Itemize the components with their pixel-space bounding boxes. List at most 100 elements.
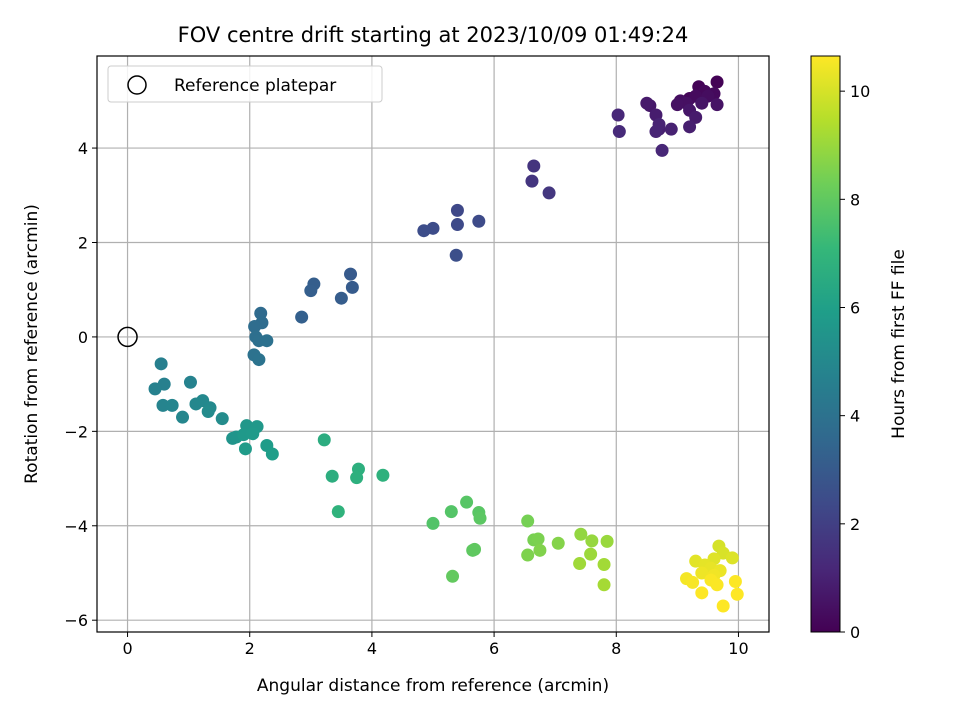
data-point: [710, 578, 724, 592]
x-tick-label: 0: [122, 639, 132, 658]
y-tick-label: 2: [78, 233, 88, 252]
data-point: [350, 471, 364, 485]
y-tick-label: 0: [78, 328, 88, 347]
data-point: [551, 536, 565, 550]
data-point: [611, 108, 625, 122]
data-point: [597, 578, 611, 592]
data-point: [376, 468, 390, 482]
data-point: [148, 382, 162, 396]
legend-box: [107, 65, 383, 103]
data-point: [156, 398, 170, 412]
data-point: [728, 574, 742, 588]
data-point: [527, 159, 541, 173]
data-point: [640, 96, 654, 110]
data-point: [472, 214, 486, 228]
data-point: [695, 96, 709, 110]
data-point: [600, 534, 614, 548]
data-point: [345, 280, 359, 294]
data-point: [655, 143, 669, 157]
x-tick-label: 10: [728, 639, 748, 658]
data-point: [450, 203, 464, 217]
reference-marker-layer: [117, 326, 138, 348]
data-point: [533, 543, 547, 557]
data-point: [450, 218, 464, 232]
colorbar-tick-label: 10: [850, 82, 870, 101]
data-point: [725, 551, 739, 565]
colorbar-tick-label: 0: [850, 623, 860, 642]
data-point: [325, 469, 339, 483]
colorbar-frame: [810, 55, 841, 633]
data-point: [670, 98, 684, 112]
data-point: [238, 442, 252, 456]
data-point: [154, 357, 168, 371]
data-point: [710, 98, 724, 112]
legend: Reference platepar: [107, 65, 383, 103]
grid: [97, 56, 769, 632]
y-tick-label: −6: [64, 611, 88, 630]
x-tick-label: 6: [489, 639, 499, 658]
legend-entry-reference: Reference platepar: [174, 76, 336, 96]
data-point: [334, 291, 348, 305]
colorbar-label: Hours from first FF file: [889, 249, 909, 439]
data-point: [254, 306, 268, 320]
data-point: [317, 433, 331, 447]
data-point: [716, 599, 730, 613]
data-point: [183, 375, 197, 389]
data-point: [446, 569, 460, 583]
data-point: [295, 310, 309, 324]
y-axis-label: Rotation from reference (arcmin): [22, 204, 42, 484]
y-tick-label: −2: [64, 422, 88, 441]
data-point: [521, 548, 535, 562]
data-point: [304, 284, 318, 298]
axis-ticks: 0 2 4 6 8 10 −6 −4 −2 0 2 4: [64, 139, 748, 658]
data-point: [649, 125, 663, 139]
legend-marker-reference: [127, 75, 147, 95]
y-tick-label: −4: [64, 517, 88, 536]
data-point: [584, 547, 598, 561]
data-point: [460, 495, 474, 509]
colorbar-gradient: [811, 56, 840, 632]
x-tick-label: 8: [611, 639, 621, 658]
data-point: [248, 320, 262, 334]
data-point: [542, 186, 556, 200]
data-point: [265, 447, 279, 461]
data-point: [574, 527, 588, 541]
data-point: [201, 405, 215, 419]
colorbar-tick-label: 8: [850, 190, 860, 209]
data-point: [252, 353, 266, 367]
plot-frame: [96, 55, 770, 633]
data-point: [444, 505, 458, 519]
data-point: [468, 542, 482, 556]
data-point: [597, 557, 611, 571]
data-point: [525, 174, 539, 188]
data-point: [573, 557, 587, 571]
colorbar-tick-label: 2: [850, 515, 860, 534]
data-point: [664, 122, 678, 136]
colorbar: 0 2 4 6 8 10: [810, 55, 870, 642]
data-point: [215, 412, 229, 426]
data-point: [331, 505, 345, 519]
colorbar-tick-label: 4: [850, 407, 860, 426]
data-point: [473, 511, 487, 525]
data-point: [686, 575, 700, 589]
data-point: [521, 514, 535, 528]
colorbar-tick-label: 6: [850, 298, 860, 317]
data-point: [683, 120, 697, 134]
data-point: [612, 125, 626, 139]
data-point: [417, 224, 431, 238]
y-tick-label: 4: [78, 139, 88, 158]
x-tick-label: 2: [245, 639, 255, 658]
data-point: [260, 334, 274, 348]
data-point: [246, 427, 260, 441]
chart-title: FOV centre drift starting at 2023/10/09 …: [178, 23, 689, 47]
data-point: [695, 586, 709, 600]
reference-platepar-marker: [117, 326, 138, 348]
data-point: [689, 110, 703, 124]
data-point: [585, 534, 599, 548]
data-point: [426, 516, 440, 530]
data-point: [531, 532, 545, 546]
data-point: [730, 587, 744, 601]
data-point: [710, 75, 724, 89]
data-point: [176, 410, 190, 424]
